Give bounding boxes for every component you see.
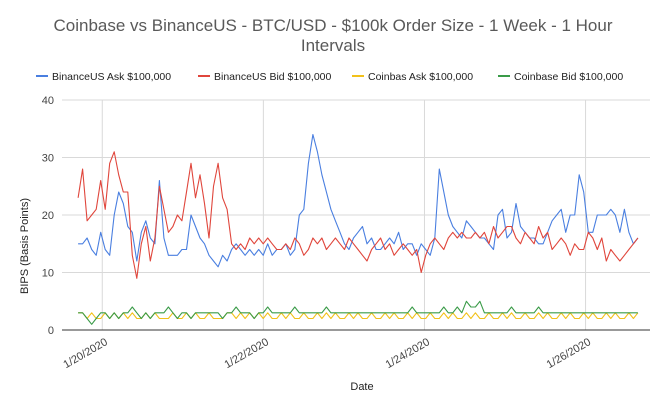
series-lines bbox=[77, 133, 639, 325]
series-line-0 bbox=[78, 133, 639, 268]
x-axis-title: Date bbox=[350, 381, 373, 393]
series-line-1 bbox=[77, 151, 639, 279]
legend-item-2: Coinbas Ask $100,000 bbox=[352, 71, 473, 83]
x-tick-label: 1/26/2020 bbox=[545, 336, 593, 371]
legend-label: Coinbase Bid $100,000 bbox=[514, 71, 623, 83]
series-line-2 bbox=[78, 312, 639, 320]
legend-label: BinanceUS Bid $100,000 bbox=[214, 71, 331, 83]
y-axis-title: BIPS (Basis Points) bbox=[19, 198, 31, 294]
y-tick-label: 0 bbox=[48, 325, 54, 337]
y-tick-label: 40 bbox=[42, 95, 54, 107]
legend: BinanceUS Ask $100,000 BinanceUS Bid $100… bbox=[36, 71, 623, 83]
x-tick-label: 1/20/2020 bbox=[61, 336, 109, 371]
gridlines bbox=[62, 99, 650, 330]
legend-label: Coinbas Ask $100,000 bbox=[368, 71, 473, 83]
y-tick-label: 20 bbox=[42, 210, 54, 222]
legend-label: BinanceUS Ask $100,000 bbox=[52, 71, 171, 83]
chart-title-line-1: Coinbase vs BinanceUS - BTC/USD - $100k … bbox=[53, 16, 612, 35]
x-tick-label: 1/22/2020 bbox=[222, 336, 270, 371]
chart-title-line-2: Intervals bbox=[301, 36, 365, 55]
legend-item-1: BinanceUS Bid $100,000 bbox=[198, 71, 331, 83]
y-tick-label: 10 bbox=[42, 268, 54, 280]
x-axis-ticks: 1/20/2020 1/22/2020 1/24/2020 1/26/2020 bbox=[61, 336, 593, 371]
y-axis-ticks: 0 10 20 30 40 bbox=[42, 95, 54, 337]
series-line-3 bbox=[78, 300, 638, 325]
x-tick-label: 1/24/2020 bbox=[384, 336, 432, 371]
legend-item-0: BinanceUS Ask $100,000 bbox=[36, 71, 171, 83]
legend-item-3: Coinbase Bid $100,000 bbox=[498, 71, 623, 83]
y-tick-label: 30 bbox=[42, 153, 54, 165]
